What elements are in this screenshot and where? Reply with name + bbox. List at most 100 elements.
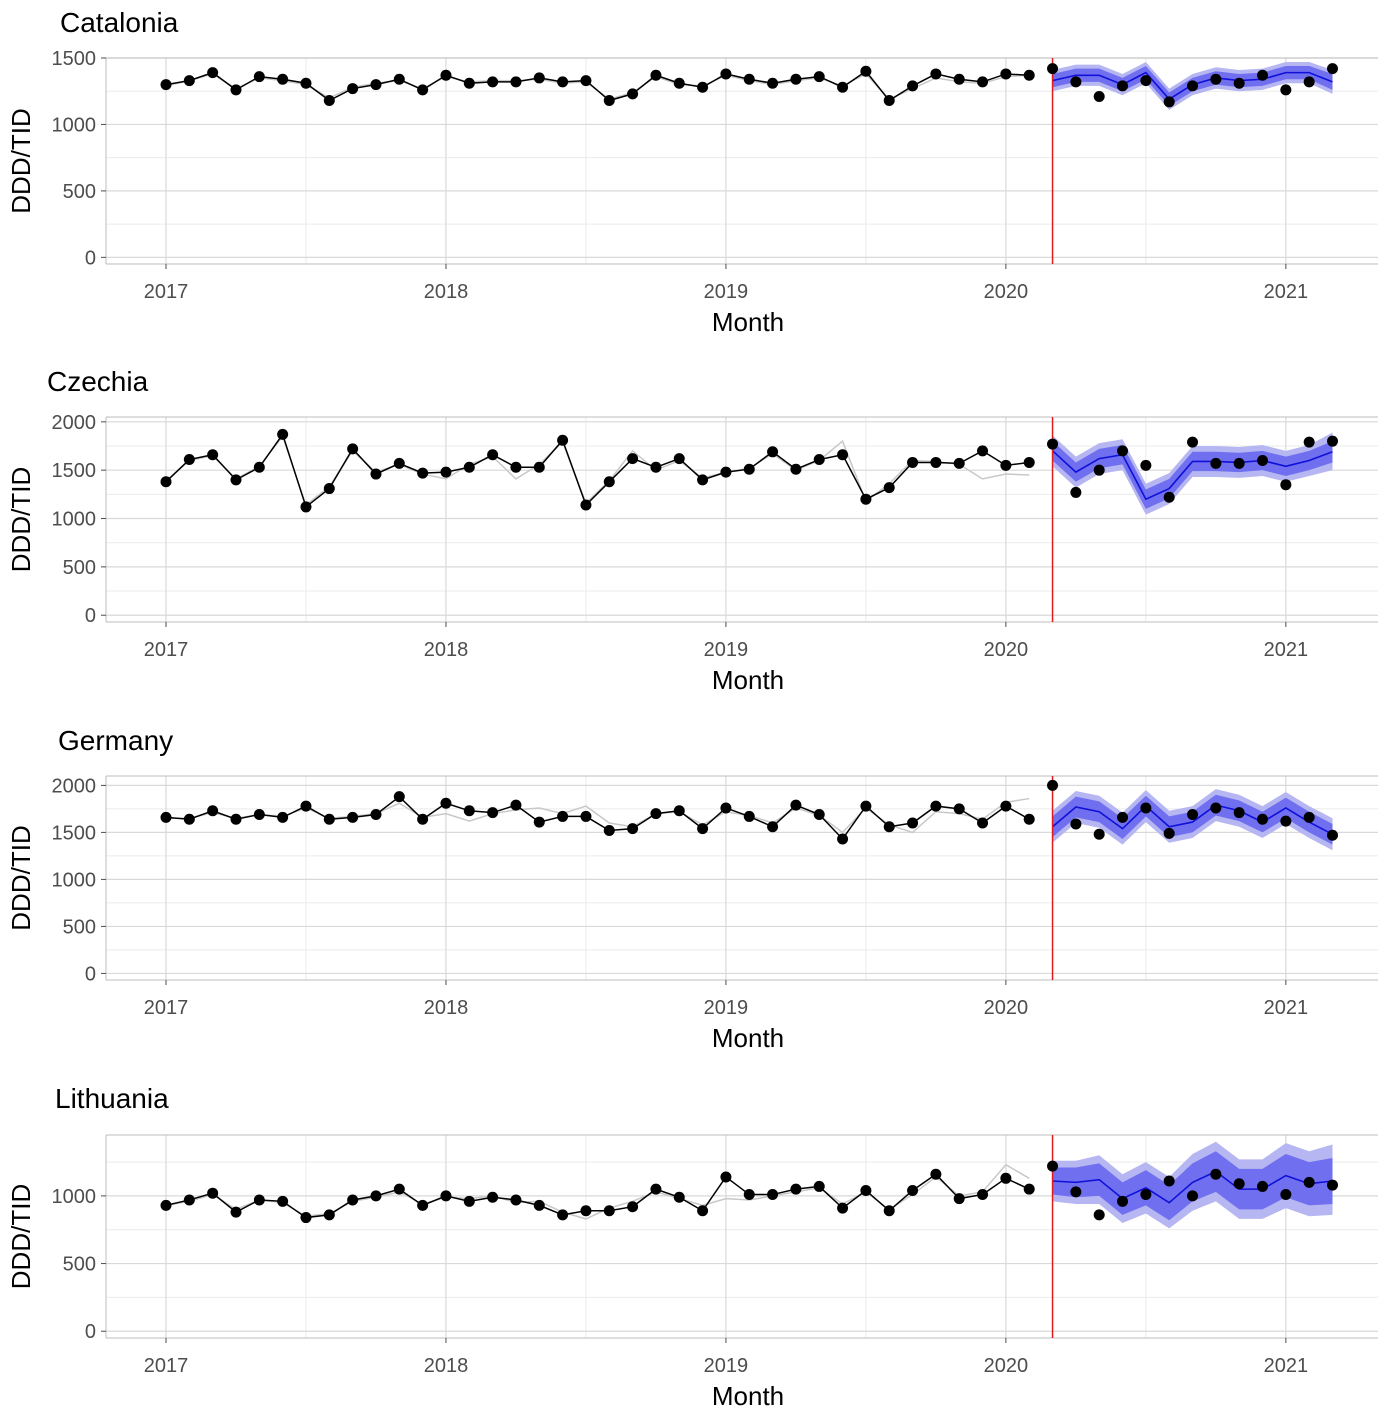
data-point bbox=[627, 823, 639, 835]
data-point bbox=[183, 813, 195, 825]
data-point bbox=[837, 1202, 849, 1214]
counterfactual-line bbox=[1052, 450, 1333, 501]
data-point bbox=[720, 68, 732, 80]
data-point bbox=[463, 1195, 475, 1207]
y-tick-label: 1500 bbox=[52, 460, 97, 482]
data-point bbox=[1140, 459, 1152, 471]
data-point bbox=[253, 461, 265, 473]
data-point bbox=[1327, 435, 1338, 447]
data-point bbox=[953, 73, 965, 85]
data-point bbox=[580, 810, 592, 822]
x-tick-label: 2017 bbox=[144, 639, 189, 661]
data-point bbox=[347, 1194, 359, 1206]
x-tick-label: 2021 bbox=[1264, 997, 1309, 1019]
data-point bbox=[230, 1206, 242, 1218]
data-point bbox=[650, 461, 662, 473]
data-point bbox=[1233, 1178, 1245, 1190]
data-point bbox=[883, 821, 895, 833]
data-point bbox=[160, 79, 172, 91]
data-point bbox=[1023, 813, 1035, 825]
data-point bbox=[393, 791, 405, 803]
data-point bbox=[323, 483, 335, 495]
y-tick-label: 500 bbox=[63, 557, 96, 579]
data-point bbox=[790, 463, 802, 475]
data-point bbox=[650, 808, 662, 820]
x-tick-label: 2019 bbox=[704, 281, 749, 303]
y-tick-label: 500 bbox=[63, 1254, 96, 1276]
counterfactual-line bbox=[1052, 1170, 1333, 1204]
data-point bbox=[767, 821, 779, 833]
data-point bbox=[953, 1193, 965, 1205]
data-point bbox=[417, 813, 429, 825]
data-point bbox=[463, 77, 475, 89]
data-point bbox=[533, 72, 545, 84]
data-point bbox=[1070, 818, 1082, 830]
data-point bbox=[1023, 456, 1035, 468]
data-point bbox=[1000, 68, 1012, 80]
data-point bbox=[650, 69, 662, 81]
panel-lithuania: 0 500 1000 2017 2018 2019 2020 2021 Lithuania Mon… bbox=[6, 1083, 1378, 1411]
data-point bbox=[743, 1189, 755, 1201]
data-point bbox=[347, 83, 359, 95]
data-point bbox=[557, 76, 569, 88]
data-point bbox=[557, 434, 569, 446]
y-tick-label: 0 bbox=[85, 963, 96, 985]
data-point bbox=[743, 73, 755, 85]
y-tick-label: 500 bbox=[63, 181, 96, 203]
data-point bbox=[230, 474, 242, 486]
data-point bbox=[417, 1199, 429, 1211]
x-axis-title: Month bbox=[712, 665, 784, 695]
data-point bbox=[580, 75, 592, 87]
data-point bbox=[393, 457, 405, 469]
panel-czechia: 0 500 1000 1500 2000 2017 2018 2019 2020 2021 Czec… bbox=[6, 366, 1378, 695]
data-point bbox=[207, 805, 219, 817]
data-point bbox=[673, 1191, 685, 1203]
data-point bbox=[1257, 813, 1269, 825]
y-tick-label: 2000 bbox=[52, 775, 97, 797]
x-tick-label: 2019 bbox=[704, 1355, 749, 1377]
data-point bbox=[1303, 1176, 1315, 1188]
data-point bbox=[300, 1212, 312, 1224]
data-point bbox=[1257, 455, 1269, 467]
y-axis-title: DDD/TID bbox=[6, 108, 36, 213]
data-point bbox=[277, 73, 289, 85]
data-point bbox=[370, 79, 382, 91]
panel-title: Czechia bbox=[47, 366, 149, 397]
data-point bbox=[487, 807, 499, 819]
data-point bbox=[440, 797, 452, 809]
data-point bbox=[323, 813, 335, 825]
data-point bbox=[860, 1184, 872, 1196]
data-point bbox=[1163, 491, 1175, 503]
data-point bbox=[953, 803, 965, 815]
x-tick-label: 2018 bbox=[424, 1355, 469, 1377]
panel-title: Germany bbox=[58, 725, 173, 756]
data-point bbox=[650, 1183, 662, 1195]
data-point bbox=[697, 1205, 709, 1217]
x-tick-label: 2017 bbox=[144, 997, 189, 1019]
y-tick-label: 0 bbox=[85, 1321, 96, 1343]
data-point bbox=[1187, 1190, 1199, 1202]
data-point bbox=[253, 71, 265, 83]
y-tick-label: 0 bbox=[85, 247, 96, 269]
data-point bbox=[277, 428, 289, 440]
data-point bbox=[1327, 1179, 1338, 1191]
data-point bbox=[720, 1171, 732, 1183]
data-point bbox=[1117, 811, 1129, 823]
data-point bbox=[1280, 479, 1292, 491]
data-point bbox=[1187, 809, 1199, 821]
x-axis-title: Month bbox=[712, 1381, 784, 1411]
data-point bbox=[627, 1201, 639, 1213]
data-point bbox=[580, 1205, 592, 1217]
data-point bbox=[1233, 457, 1245, 469]
data-point bbox=[1187, 80, 1199, 92]
data-point bbox=[510, 1194, 522, 1206]
data-point bbox=[813, 454, 825, 466]
data-point bbox=[1210, 457, 1222, 469]
data-point bbox=[1117, 80, 1129, 92]
data-point bbox=[557, 810, 569, 822]
x-tick-label: 2021 bbox=[1264, 639, 1309, 661]
data-point bbox=[463, 805, 475, 817]
data-point bbox=[720, 802, 732, 814]
data-point bbox=[883, 1205, 895, 1217]
